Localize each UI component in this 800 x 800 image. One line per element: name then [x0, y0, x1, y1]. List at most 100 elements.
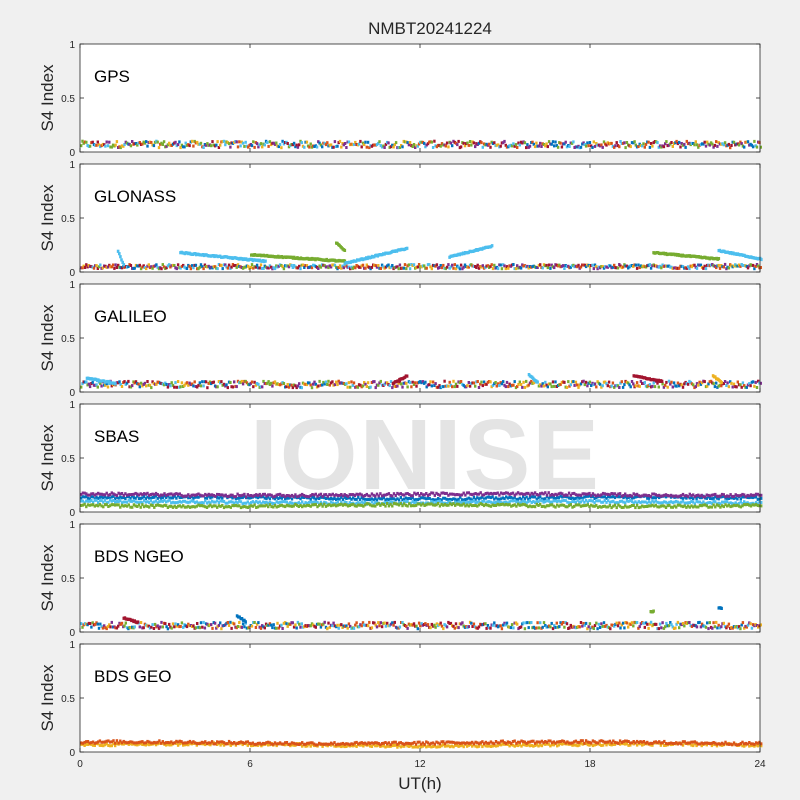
data-point — [261, 267, 264, 270]
data-point — [260, 744, 263, 748]
data-point — [85, 740, 88, 744]
data-point — [343, 500, 346, 504]
data-point — [430, 267, 433, 271]
data-point — [146, 500, 149, 504]
data-point — [676, 266, 680, 270]
data-point — [129, 264, 133, 267]
data-point — [120, 144, 124, 148]
data-point — [601, 743, 605, 747]
data-point — [348, 496, 351, 500]
data-point — [587, 144, 590, 148]
data-point — [690, 141, 694, 145]
data-point — [615, 621, 618, 625]
data-point — [704, 267, 708, 271]
data-point — [93, 497, 96, 501]
data-point — [744, 495, 748, 499]
data-point — [430, 384, 433, 388]
data-point — [753, 495, 756, 499]
data-point — [623, 141, 626, 145]
data-point — [324, 497, 328, 500]
data-point — [675, 505, 678, 509]
data-point — [612, 495, 615, 499]
data-point — [540, 499, 544, 503]
data-point — [369, 744, 372, 748]
data-point — [559, 491, 562, 495]
data-point — [81, 499, 85, 503]
data-point — [270, 505, 273, 509]
data-point — [141, 740, 144, 744]
data-point — [530, 491, 533, 495]
data-point — [420, 742, 423, 746]
data-point — [183, 145, 186, 149]
data-point — [630, 380, 634, 383]
data-point — [437, 745, 440, 749]
data-point — [342, 382, 345, 385]
data-point — [374, 623, 377, 627]
data-point — [380, 383, 384, 387]
data-point — [707, 501, 710, 505]
data-point — [584, 498, 588, 502]
data-point — [530, 505, 533, 509]
data-point — [142, 505, 146, 509]
data-point — [193, 493, 197, 497]
data-point — [569, 383, 572, 387]
data-point — [555, 621, 558, 625]
data-point — [290, 501, 294, 505]
data-point — [734, 625, 737, 629]
data-point — [659, 743, 663, 747]
data-point — [131, 494, 134, 498]
data-point — [613, 263, 616, 267]
data-point — [756, 744, 759, 748]
data-point — [166, 499, 170, 503]
data-point — [201, 145, 204, 149]
data-point — [231, 141, 235, 145]
data-point — [627, 505, 630, 509]
data-point — [413, 745, 416, 749]
data-point — [426, 142, 430, 146]
data-point — [757, 625, 760, 629]
data-point — [152, 627, 156, 630]
data-point — [612, 492, 615, 496]
data-point — [642, 264, 645, 268]
data-point — [398, 146, 402, 149]
data-point — [322, 141, 325, 145]
data-point — [461, 621, 464, 625]
data-point — [374, 504, 377, 508]
data-point — [343, 142, 347, 145]
data-point — [702, 379, 705, 383]
data-point — [667, 379, 671, 383]
data-point — [719, 505, 722, 509]
data-point — [173, 494, 176, 498]
data-point — [160, 382, 163, 385]
data-point — [368, 386, 371, 390]
data-point — [442, 503, 445, 507]
data-point — [664, 625, 667, 629]
data-point — [129, 144, 133, 148]
data-point — [346, 742, 350, 746]
data-point — [639, 144, 643, 147]
data-point — [754, 264, 757, 268]
data-point — [438, 504, 442, 508]
data-point — [222, 624, 226, 627]
data-point — [217, 504, 221, 508]
data-point — [336, 623, 339, 627]
data-point — [731, 504, 734, 508]
data-point — [291, 266, 294, 269]
data-point — [426, 744, 430, 748]
data-point — [238, 499, 241, 503]
data-point — [386, 744, 389, 748]
data-point — [250, 501, 253, 505]
data-point — [751, 623, 755, 627]
data-point — [591, 625, 594, 629]
data-point — [387, 741, 391, 745]
data-point — [115, 266, 119, 269]
data-point — [81, 382, 84, 386]
data-point — [675, 139, 678, 143]
data-point — [513, 499, 516, 503]
data-point — [518, 501, 521, 505]
data-point — [440, 744, 443, 748]
data-point — [389, 622, 393, 626]
data-point — [109, 625, 112, 629]
data-point — [397, 741, 401, 745]
data-point — [161, 493, 164, 497]
